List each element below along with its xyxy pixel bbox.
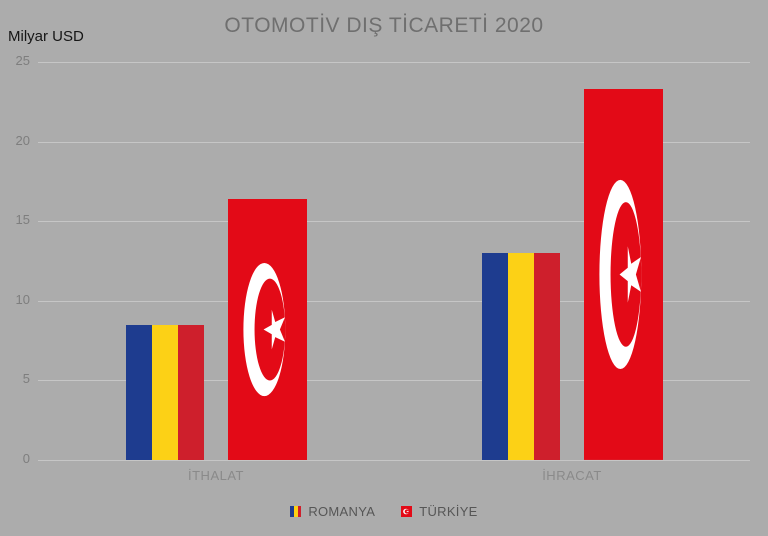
romania-flag	[481, 253, 561, 460]
y-tick-label-0: 0	[22, 451, 30, 466]
gridline-20	[38, 141, 750, 143]
bar-turkiye-ithalat	[227, 198, 307, 460]
y-tick-label-25: 25	[15, 53, 30, 68]
chart-title: OTOMOTİV DIŞ TİCARETİ 2020	[224, 14, 544, 37]
turkey-flag	[401, 506, 413, 517]
romania-flag-icon	[290, 506, 302, 517]
romania-flag-stripe-red	[297, 506, 302, 517]
romania-flag-stripe-red	[534, 253, 561, 460]
gridline-10	[38, 300, 750, 302]
y-tick-label-10: 10	[15, 291, 30, 307]
romania-flag-stripe-blue	[125, 324, 152, 460]
y-tick-label-5: 5	[22, 371, 30, 387]
romania-flag	[125, 324, 205, 460]
y-tick-label-20: 20	[15, 132, 30, 148]
romania-flag-stripe-yellow	[507, 253, 535, 460]
plot-area: İTHALAT İHRACAT	[38, 62, 750, 483]
gridline-0	[38, 460, 750, 461]
gridline-5	[38, 380, 750, 382]
x-axis-label-ithalat: İTHALAT	[188, 468, 244, 483]
star-icon	[619, 246, 641, 303]
romania-flag-stripe-blue	[481, 253, 508, 460]
crescent-icon	[403, 508, 410, 515]
crescent-icon	[598, 179, 641, 370]
legend-item-romanya: ROMANYA	[290, 504, 375, 519]
turkey-flag	[583, 89, 663, 460]
star-icon	[263, 309, 285, 350]
star-icon	[406, 510, 410, 513]
romania-flag-stripe-red	[178, 324, 205, 460]
legend-item-turkiye: TÜRKİYE	[401, 504, 477, 519]
legend-label-turkiye: TÜRKİYE	[419, 504, 478, 519]
romania-flag-stripe-yellow	[294, 506, 298, 517]
bar-romanya-ithalat	[125, 324, 205, 460]
romania-flag	[290, 506, 302, 517]
x-axis-label-ihracat: İHRACAT	[542, 468, 602, 483]
turkey-flag	[227, 198, 307, 460]
turkey-flag-icon	[401, 506, 413, 517]
bar-romanya-ihracat	[481, 253, 561, 460]
legend-label-romanya: ROMANYA	[308, 504, 376, 519]
gridline-25	[38, 62, 750, 63]
romania-flag-stripe-blue	[290, 506, 294, 517]
crescent-icon	[242, 262, 285, 397]
gridline-15	[38, 221, 750, 223]
y-tick-label-15: 15	[15, 212, 30, 228]
bar-turkiye-ihracat	[583, 89, 663, 460]
legend: ROMANYA TÜRKİYE	[0, 504, 768, 519]
y-axis-title: Milyar USD	[8, 28, 84, 45]
romania-flag-stripe-yellow	[151, 324, 179, 460]
